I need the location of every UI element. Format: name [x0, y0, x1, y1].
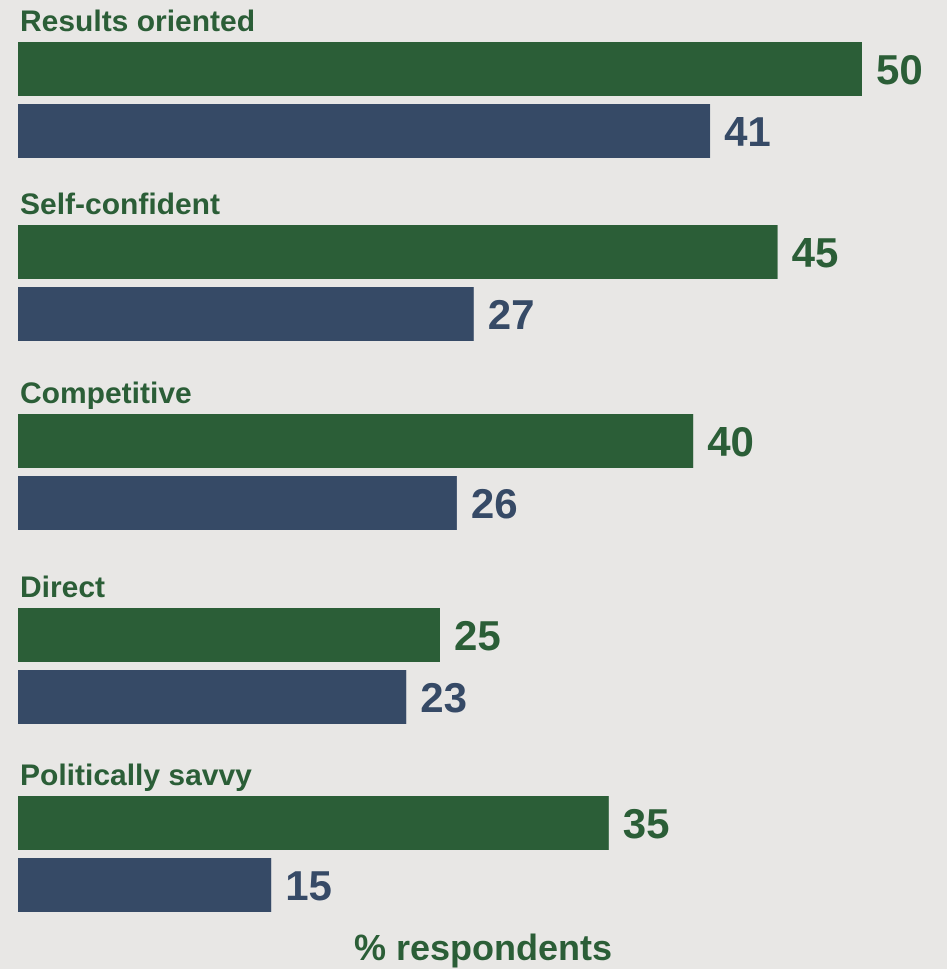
category-label: Direct [20, 571, 105, 604]
category-label: Politically savvy [20, 759, 252, 792]
data-label: 25 [454, 612, 501, 659]
bar-series-b [18, 476, 457, 530]
category-label: Competitive [20, 377, 192, 410]
data-label: 41 [724, 108, 771, 155]
bar-series-a [18, 608, 440, 662]
plot-area: Results oriented 50 41 Self-confident 45 27 Co… [18, 5, 923, 912]
data-label: 45 [792, 229, 839, 276]
category-group: Politically savvy 35 15 [18, 759, 670, 912]
bar-series-b [18, 858, 272, 912]
bar-series-a [18, 225, 778, 279]
data-label: 35 [623, 800, 670, 847]
bar-series-b [18, 104, 711, 158]
bar-series-a [18, 42, 862, 96]
category-label: Results oriented [20, 5, 255, 38]
bar-series-b [18, 287, 474, 341]
data-label: 23 [420, 674, 467, 721]
bar-series-a [18, 414, 694, 468]
bar-series-a [18, 796, 609, 850]
x-axis-label: % respondents [354, 927, 612, 968]
data-label: 27 [488, 291, 535, 338]
category-group: Direct 25 23 [18, 571, 501, 724]
bar-series-b [18, 670, 407, 724]
category-label: Self-confident [20, 188, 220, 221]
data-label: 26 [471, 480, 518, 527]
data-label: 50 [876, 46, 923, 93]
category-group: Self-confident 45 27 [18, 188, 838, 341]
data-label: 15 [285, 862, 332, 909]
category-group: Results oriented 50 41 [18, 5, 923, 158]
data-label: 40 [707, 418, 754, 465]
category-group: Competitive 40 26 [18, 377, 754, 530]
